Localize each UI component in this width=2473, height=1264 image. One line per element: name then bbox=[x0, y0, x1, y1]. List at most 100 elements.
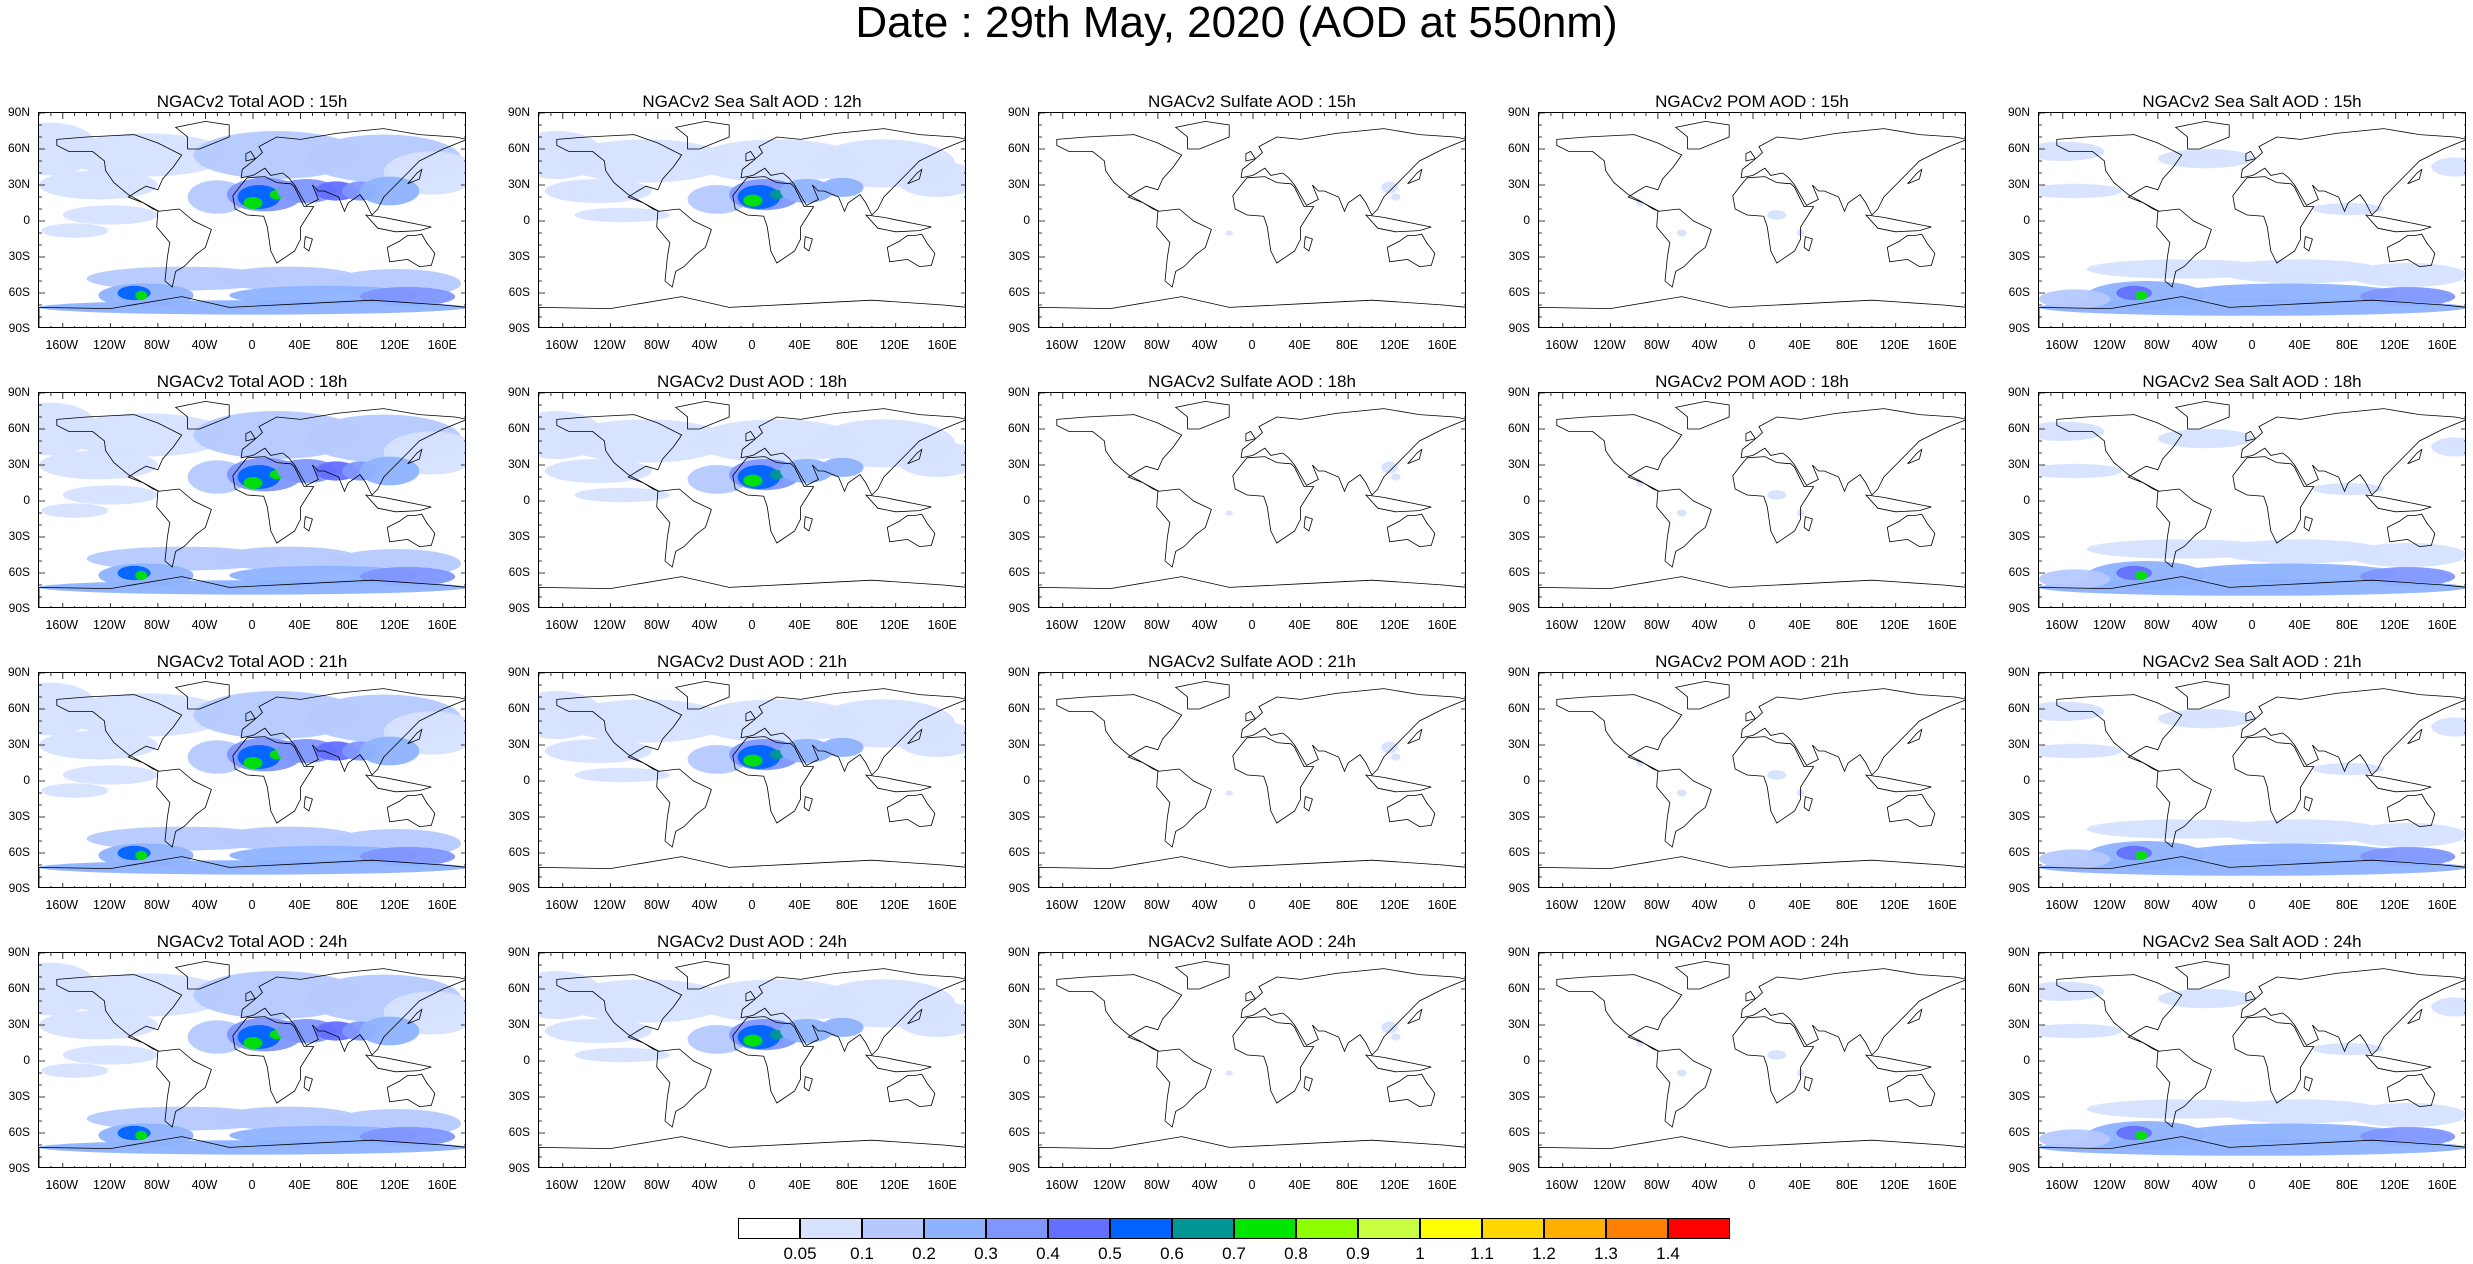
lon-tick-label: 160E bbox=[2427, 338, 2457, 352]
coastline-madagascar bbox=[803, 516, 813, 532]
coastline-uk bbox=[245, 150, 257, 162]
aod-field bbox=[780, 179, 833, 203]
coastline-north-america bbox=[556, 974, 683, 1052]
map-svg bbox=[1039, 393, 1465, 607]
lon-tick-label: 80E bbox=[335, 618, 359, 632]
coastline-australia bbox=[2386, 1073, 2436, 1108]
aod-field bbox=[1767, 490, 1787, 500]
aod-field bbox=[574, 207, 670, 223]
lat-tick-label: 30N bbox=[507, 177, 530, 191]
aod-field bbox=[2135, 290, 2148, 301]
coastline-madagascar bbox=[1803, 236, 1813, 252]
lat-tick-label: 30N bbox=[1007, 177, 1030, 191]
lat-tick-label: 30N bbox=[507, 457, 530, 471]
lon-tick-label: 80W bbox=[644, 1178, 670, 1192]
lat-tick-label: 90N bbox=[7, 385, 30, 399]
coastline-uk bbox=[745, 150, 757, 162]
lon-tick-label: 160W bbox=[1045, 898, 1079, 912]
coastline-eurasia bbox=[2240, 688, 2465, 776]
lat-tick-label: 30S bbox=[1508, 809, 1530, 823]
lon-tick-label: 120W bbox=[1093, 898, 1126, 912]
lon-tick-label: 40E bbox=[288, 618, 311, 632]
lat-tick-label: 60S bbox=[8, 1125, 30, 1139]
lon-tick-label: 80W bbox=[1644, 898, 1670, 912]
lon-tick-label: 160E bbox=[2427, 618, 2457, 632]
aod-field bbox=[1390, 753, 1401, 761]
lon-tick-label: 120W bbox=[93, 338, 126, 352]
coastline-antarctica bbox=[539, 1136, 965, 1167]
lon-tick-label: 80E bbox=[2335, 338, 2359, 352]
aod-field bbox=[39, 170, 158, 200]
coastline-antarctica bbox=[539, 296, 965, 327]
lon-tick-label: 40W bbox=[1191, 338, 1218, 352]
lat-tick-label: 90N bbox=[7, 665, 30, 679]
colorbar-label: 1.4 bbox=[1656, 1244, 1680, 1263]
colorbar-label: 0.6 bbox=[1160, 1244, 1184, 1263]
coastline-africa bbox=[232, 456, 315, 544]
lon-tick-label: 40W bbox=[2191, 618, 2218, 632]
lon-tick-label: 120E bbox=[1380, 618, 1410, 632]
lon-tick-label: 120W bbox=[93, 618, 126, 632]
coastline-antarctica bbox=[2039, 296, 2465, 327]
lat-tick-label: 90S bbox=[1508, 881, 1530, 895]
coastline-uk bbox=[1245, 150, 1257, 162]
aod-field bbox=[2348, 1103, 2465, 1127]
lon-tick-label: 40E bbox=[788, 618, 811, 632]
axis-ticks bbox=[39, 393, 465, 607]
aod-field bbox=[2135, 1130, 2148, 1141]
lon-tick-label: 160W bbox=[1545, 338, 1579, 352]
coastline-australia bbox=[886, 1073, 936, 1108]
aod-field bbox=[743, 1034, 763, 1047]
coastline-africa bbox=[2232, 176, 2315, 264]
coastline-eurasia bbox=[1240, 968, 1465, 1056]
lon-tick-label: 120E bbox=[1880, 618, 1910, 632]
lon-tick-label: 40E bbox=[2288, 898, 2311, 912]
lon-tick-label: 80E bbox=[1335, 338, 1359, 352]
lon-tick-label: 40E bbox=[288, 1178, 311, 1192]
coastline-antarctica bbox=[1039, 856, 1465, 887]
lon-tick-label: 160W bbox=[1045, 1178, 1079, 1192]
colorbar-label: 0.9 bbox=[1346, 1244, 1370, 1263]
lon-tick-label: 80W bbox=[144, 898, 170, 912]
map-area bbox=[1538, 672, 1966, 888]
coastline-north-america bbox=[56, 134, 183, 212]
lat-tick-label: 60N bbox=[1507, 701, 1530, 715]
coastline-antarctica bbox=[539, 856, 965, 887]
aod-field bbox=[1381, 741, 1398, 754]
coastline-greenland bbox=[674, 120, 730, 150]
coastline-uk bbox=[245, 990, 257, 1002]
colorbar-swatch bbox=[800, 1218, 862, 1239]
coastline-eurasia bbox=[240, 408, 465, 496]
lat-tick-label: 60N bbox=[1507, 141, 1530, 155]
lon-tick-label: 80W bbox=[644, 898, 670, 912]
aod-field bbox=[1390, 1033, 1401, 1041]
lat-tick-label: 30S bbox=[1008, 1089, 1030, 1103]
map-svg bbox=[1539, 673, 1965, 887]
aod-field bbox=[562, 419, 730, 463]
aod-field bbox=[780, 1019, 833, 1043]
aod-field bbox=[2039, 569, 2111, 589]
map-area bbox=[538, 952, 966, 1168]
lat-tick-label: 30S bbox=[508, 249, 530, 263]
coastline-south-america bbox=[656, 1048, 712, 1128]
lat-tick-label: 60S bbox=[2008, 1125, 2030, 1139]
lat-tick-label: 30S bbox=[2008, 249, 2030, 263]
aod-field bbox=[743, 194, 763, 207]
coastline-antarctica bbox=[1039, 1136, 1465, 1167]
panel-title: NGACv2 POM AOD : 18h bbox=[1655, 372, 1849, 391]
lon-tick-label: 40W bbox=[1691, 618, 1718, 632]
coastline-eurasia bbox=[740, 128, 965, 216]
coastline-australia bbox=[1886, 1073, 1936, 1108]
coastline-north-america bbox=[1556, 974, 1683, 1052]
aod-field bbox=[769, 469, 784, 480]
lat-tick-label: 90S bbox=[1508, 1161, 1530, 1175]
coastline-australia bbox=[386, 513, 436, 548]
lat-tick-label: 90S bbox=[8, 321, 30, 335]
lon-tick-label: 80E bbox=[335, 1178, 359, 1192]
colorbar-swatch bbox=[1668, 1218, 1730, 1239]
coastline-australia bbox=[1886, 233, 1936, 268]
lon-tick-label: 120E bbox=[880, 1178, 910, 1192]
lon-tick-label: 120E bbox=[2380, 1178, 2410, 1192]
aod-field bbox=[39, 450, 158, 480]
coastline-antarctica bbox=[539, 576, 965, 607]
